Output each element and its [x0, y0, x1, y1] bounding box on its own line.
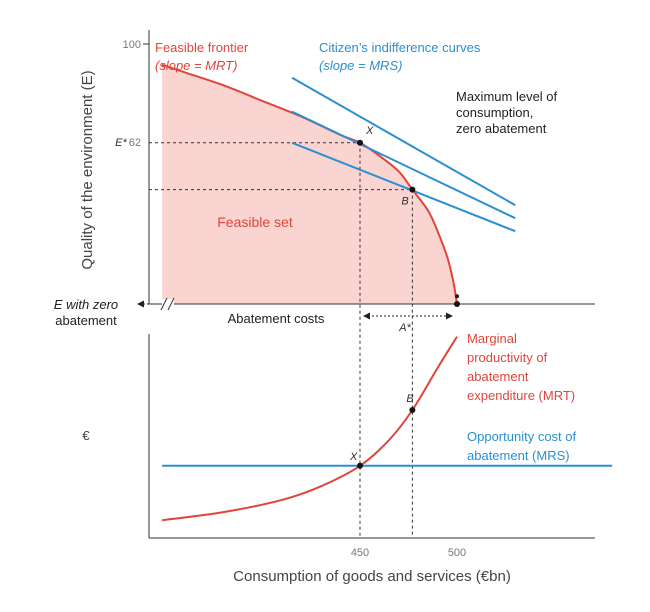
point-b-top — [409, 186, 416, 193]
point-b-bottom — [409, 407, 416, 414]
point-label-b-top: B — [401, 196, 408, 208]
e-zero-label-line2: abatement — [55, 313, 117, 328]
point-label-x-top: X — [365, 125, 374, 137]
point-x-top — [357, 139, 363, 146]
max-consumption-line2: consumption, — [456, 105, 533, 120]
frontier-label-line2: (slope = MRT) — [155, 58, 237, 73]
top-points: XB — [357, 125, 460, 307]
max-consumption-line3: zero abatement — [456, 121, 547, 136]
ic-label-line1: Citizen’s indifference curves — [319, 40, 481, 55]
point-label-x-bottom: X — [349, 451, 358, 463]
point-x-bottom — [357, 462, 363, 469]
mrt-label-line2: productivity of — [467, 350, 548, 365]
ic-label-line2: (slope = MRS) — [319, 58, 402, 73]
mrs-label-line2: abatement (MRS) — [467, 448, 570, 463]
top-panel: XB 100 E* 62 Feasible frontier (slope = M… — [54, 30, 595, 538]
point-label-b-bottom: B — [406, 393, 413, 405]
bottom-points: XB — [349, 393, 416, 469]
bottom-panel: XB 450 500 Marginal productivity of abate… — [82, 331, 613, 585]
indifference-curves — [291, 76, 516, 233]
e-zero-label-line1: E with zero — [54, 297, 118, 312]
feasible-set-label: Feasible set — [217, 214, 293, 230]
bottom-y-axis-title: € — [82, 428, 90, 443]
mrs-label-line1: Opportunity cost of — [467, 429, 576, 444]
x-tick-labels: 450 500 — [351, 547, 466, 559]
frontier-label-line1: Feasible frontier — [155, 40, 249, 55]
top-guide-lines — [149, 142, 413, 538]
indifference-curve-1 — [291, 76, 516, 207]
indifference-curve-2 — [291, 110, 516, 220]
x-tick-450: 450 — [351, 547, 369, 559]
max-consumption-line1: Maximum level of — [456, 89, 558, 104]
feasible-frontier-line — [161, 63, 458, 305]
feasible-set-area — [162, 64, 457, 304]
point-max-consumption — [454, 301, 460, 307]
abatement-costs-label: Abatement costs — [228, 311, 325, 326]
indifference-curve-3 — [291, 141, 516, 233]
y-tick-e-star: E* 62 — [115, 137, 141, 149]
y-tick-100: 100 — [123, 39, 141, 51]
a-star-label: A* — [398, 322, 411, 334]
axis-break — [160, 297, 175, 311]
mrt-label-line4: expenditure (MRT) — [467, 388, 575, 403]
point-max-marker — [455, 294, 459, 299]
mrt-label-line1: Marginal — [467, 331, 517, 346]
mrt-label-line3: abatement — [467, 369, 529, 384]
x-tick-500: 500 — [448, 547, 466, 559]
x-axis-title: Consumption of goods and services (€bn) — [233, 568, 511, 585]
top-y-axis-title: Quality of the environment (E) — [79, 70, 96, 269]
